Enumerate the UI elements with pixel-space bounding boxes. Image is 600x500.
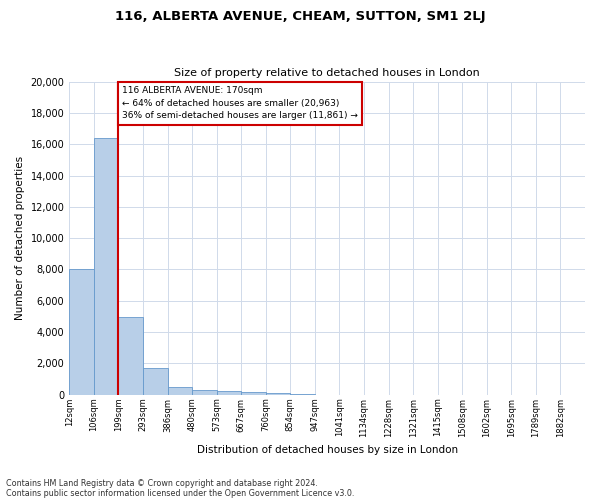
Text: Contains HM Land Registry data © Crown copyright and database right 2024.: Contains HM Land Registry data © Crown c… [6,478,318,488]
Bar [217,392,241,395]
Y-axis label: Number of detached properties: Number of detached properties [15,156,25,320]
Text: Contains public sector information licensed under the Open Government Licence v3: Contains public sector information licen… [6,488,355,498]
Text: 116 ALBERTA AVENUE: 170sqm
← 64% of detached houses are smaller (20,963)
36% of : 116 ALBERTA AVENUE: 170sqm ← 64% of deta… [122,86,358,120]
Bar [143,368,167,395]
X-axis label: Distribution of detached houses by size in London: Distribution of detached houses by size … [197,445,458,455]
Title: Size of property relative to detached houses in London: Size of property relative to detached ho… [174,68,480,78]
Bar [241,392,266,395]
Bar [167,387,192,395]
Bar [69,268,94,395]
Bar [266,392,290,395]
Bar [290,394,315,395]
Text: 116, ALBERTA AVENUE, CHEAM, SUTTON, SM1 2LJ: 116, ALBERTA AVENUE, CHEAM, SUTTON, SM1 … [115,10,485,23]
Bar [118,317,143,395]
Bar [94,138,118,395]
Bar [192,390,217,395]
